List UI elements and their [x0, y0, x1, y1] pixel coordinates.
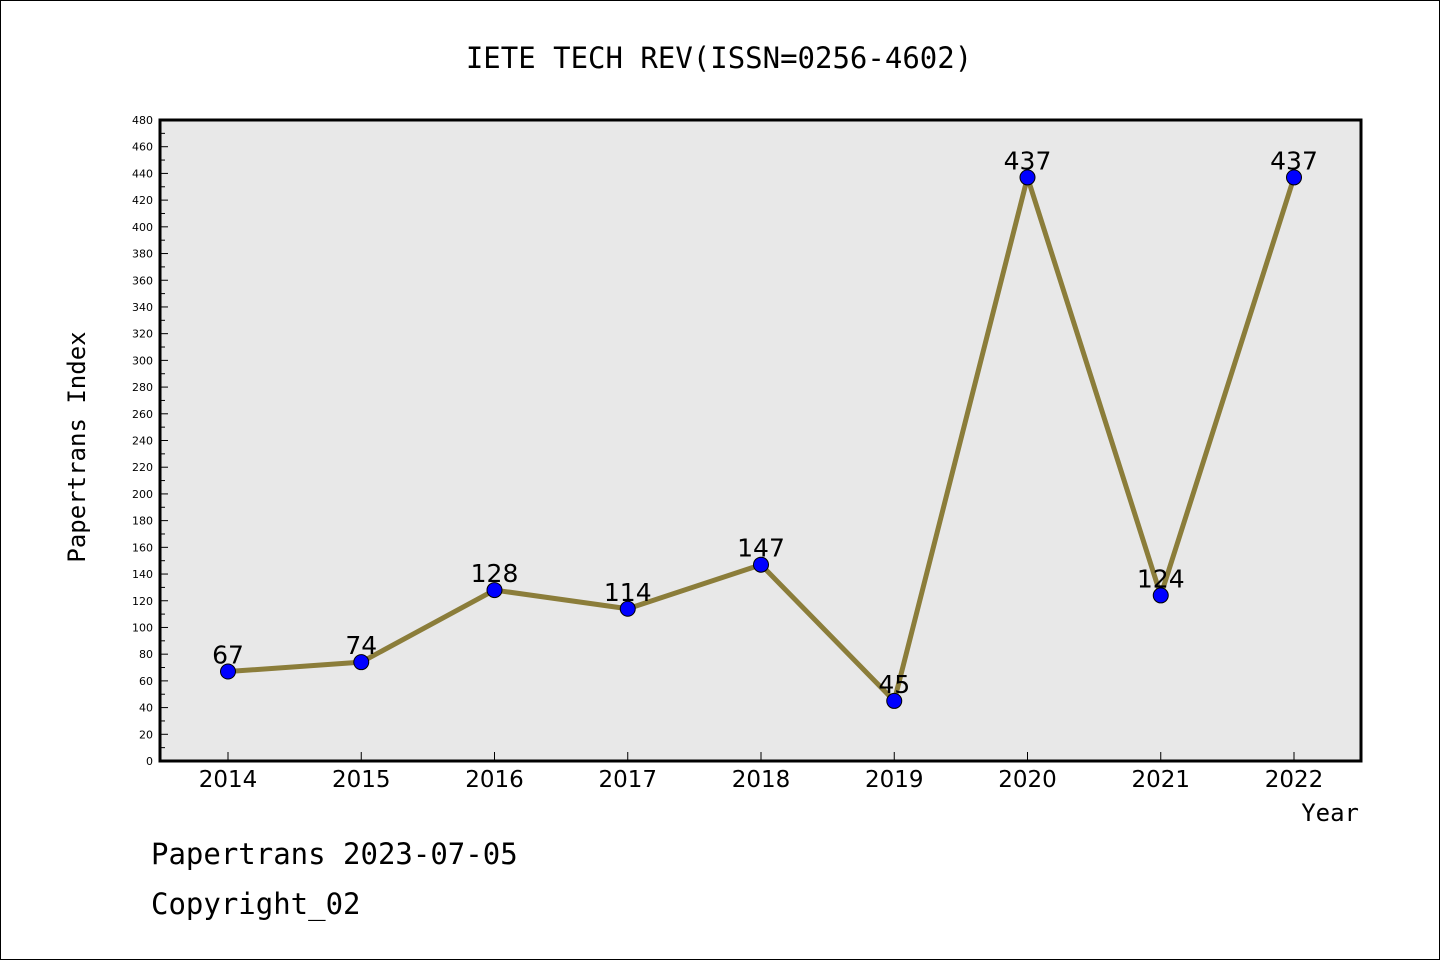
y-axis-label: Papertrans Index — [63, 331, 91, 562]
x-tick-label: 2017 — [598, 767, 657, 793]
y-axis-ticks: 0 20 40 60 80 100 120 140 160 180 200 220 240 260 280 3… — [132, 114, 168, 768]
data-label: 74 — [345, 631, 377, 660]
plot-area — [158, 118, 1363, 763]
y-tick-label: 120 — [132, 595, 153, 608]
y-tick-label: 200 — [132, 488, 153, 501]
y-tick-label: 80 — [139, 648, 153, 661]
data-label: 45 — [878, 670, 910, 699]
data-label: 67 — [212, 641, 244, 670]
data-point — [619, 600, 636, 617]
y-tick-label: 140 — [132, 568, 153, 581]
data-point — [220, 663, 236, 680]
x-tick-label: 2021 — [1131, 767, 1190, 793]
x-tick-label: 2016 — [465, 767, 524, 793]
y-tick-label: 300 — [132, 354, 153, 367]
x-tick-label: 2018 — [732, 767, 791, 793]
data-label: 124 — [1137, 564, 1185, 593]
y-tick-label: 40 — [139, 702, 153, 715]
x-tick-label: 2015 — [332, 767, 391, 793]
y-tick-label: 280 — [132, 381, 153, 394]
data-label: 147 — [737, 534, 785, 563]
data-point — [886, 692, 903, 709]
y-tick-label: 260 — [132, 408, 153, 421]
y-tick-label: 460 — [132, 141, 153, 154]
y-tick-label: 480 — [132, 114, 153, 127]
data-point — [1286, 169, 1302, 186]
y-tick-label: 20 — [139, 728, 153, 741]
x-tick-label: 2020 — [998, 767, 1057, 793]
y-tick-label: 420 — [132, 194, 153, 207]
data-label: 437 — [1270, 146, 1318, 175]
y-tick-label: 440 — [132, 167, 153, 180]
y-tick-label: 180 — [132, 515, 153, 528]
data-label: 114 — [604, 578, 652, 607]
y-tick-label: 60 — [139, 675, 153, 688]
series-layer: 67 74 128 114 147 45 437 124 437 — [212, 146, 1318, 709]
data-label: 128 — [471, 559, 519, 588]
x-tick-label: 2014 — [199, 767, 258, 793]
y-tick-label: 0 — [146, 755, 153, 768]
y-tick-label: 400 — [132, 221, 153, 234]
y-tick-label: 160 — [132, 541, 153, 554]
y-tick-label: 380 — [132, 248, 153, 261]
y-tick-label: 340 — [132, 301, 153, 314]
y-tick-label: 240 — [132, 435, 153, 448]
footer-date: Papertrans 2023-07-05 — [151, 837, 518, 871]
chart-title: IETE TECH REV(ISSN=0256-4602) — [466, 41, 972, 75]
x-axis-ticks: 2014 2015 2016 2017 2018 2019 2020 2021 2022 — [199, 752, 1324, 793]
y-tick-label: 320 — [132, 328, 153, 341]
data-point — [753, 556, 769, 573]
data-point — [1019, 169, 1036, 186]
data-point — [353, 654, 370, 671]
y-tick-label: 360 — [132, 274, 153, 287]
footer-copyright: Copyright_02 — [151, 887, 361, 921]
data-point — [486, 582, 503, 599]
x-axis-label: Year — [1301, 799, 1359, 827]
x-tick-label: 2019 — [865, 767, 924, 793]
data-point — [1152, 587, 1169, 604]
x-tick-label: 2022 — [1265, 767, 1324, 793]
data-label: 437 — [1004, 146, 1052, 175]
y-tick-label: 220 — [132, 461, 153, 474]
y-tick-label: 100 — [132, 621, 153, 634]
